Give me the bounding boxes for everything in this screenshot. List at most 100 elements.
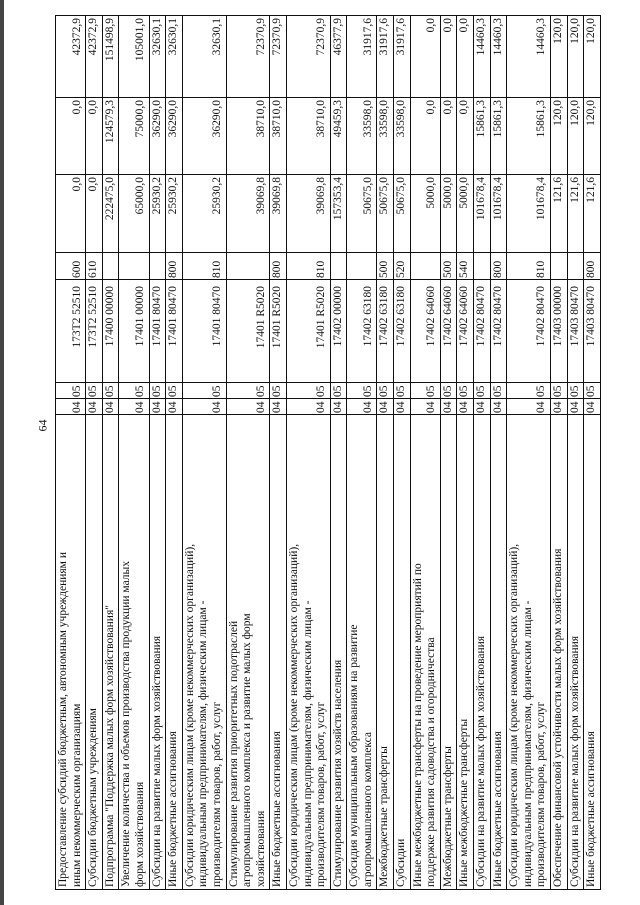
table-row: Иные бюджетные ассигнования 04 05 17401 804… — [165, 15, 183, 890]
table-row: Иные бюджетные ассигнования 04 05 17401 R50… — [269, 15, 287, 890]
section-code-cell: 04 — [410, 398, 441, 415]
amount-1-cell: 65000,0 — [118, 174, 150, 253]
amount-1-cell: 25930,2 — [165, 174, 183, 253]
section-code-cell: 04 — [490, 398, 507, 415]
subsection-code-cell: 05 — [346, 382, 377, 399]
description-cell: Стимулирование развития приоритетных под… — [226, 414, 270, 890]
budget-table: Предоставление субсидий бюджетным, автон… — [55, 15, 601, 890]
expense-type-code-cell: 810 — [506, 252, 551, 280]
description-cell: Стимулирование развития хозяйств населен… — [330, 414, 347, 890]
amount-3-cell: 14460,3 — [473, 15, 491, 98]
description-cell: Межбюджетные трансферты — [440, 414, 457, 890]
description-cell: Межбюджетные трансферты — [376, 414, 394, 890]
expense-type-code-cell: 800 — [490, 252, 507, 280]
description-cell: Иные межбюджетные трансферты на проведен… — [410, 414, 441, 890]
amount-2-cell: 75000,0 — [118, 97, 150, 175]
subsection-code-cell: 05 — [583, 382, 601, 399]
table-row: Иные межбюджетные трансферты 04 05 17402 64… — [456, 15, 474, 890]
subsection-code-cell: 05 — [286, 382, 331, 399]
table-row: Субсидии юридическим лицам (кроме некомм… — [506, 15, 551, 890]
subsection-code-cell: 05 — [85, 382, 103, 399]
amount-3-cell: 42372,9 — [55, 15, 86, 98]
description-cell: Иные межбюджетные трансферты — [456, 414, 474, 890]
amount-2-cell: 36290,0 — [149, 97, 166, 175]
target-article-code-cell: 17402 80470 — [490, 279, 507, 383]
amount-2-cell: 0,0 — [410, 97, 441, 175]
table-row: Межбюджетные трансферты 04 05 17402 64060 50… — [440, 15, 457, 890]
page-number: 64 — [35, 419, 50, 432]
description-cell: Иные бюджетные ассигнования — [269, 414, 287, 890]
target-article-code-cell: 17401 80470 — [165, 279, 183, 383]
table-row: Увеличение количества и объемов производ… — [118, 15, 150, 890]
target-article-code-cell: 17401 80470 — [182, 279, 227, 383]
description-cell: Субсидии на развитие малых форм хозяйств… — [567, 414, 584, 890]
table-row: Субсидии на развитие малых форм хозяйств… — [149, 15, 166, 890]
amount-3-cell: 151498,9 — [102, 15, 119, 98]
target-article-code-cell: 17402 63180 — [376, 279, 394, 383]
target-article-code-cell: 17402 80470 — [506, 279, 551, 383]
description-cell: Субсидии бюджетным учреждениям — [85, 414, 103, 890]
description-cell: Субсидии на развитие малых форм хозяйств… — [473, 414, 491, 890]
subsection-code-cell: 05 — [490, 382, 507, 399]
description-cell: Иные бюджетные ассигнования — [583, 414, 601, 890]
subsection-code-cell: 05 — [376, 382, 394, 399]
section-code-cell: 04 — [226, 398, 270, 415]
amount-1-cell: 0,0 — [85, 174, 103, 253]
subsection-code-cell: 05 — [149, 382, 166, 399]
amount-3-cell: 42372,9 — [85, 15, 103, 98]
target-article-code-cell: 17401 00000 — [118, 279, 150, 383]
section-code-cell: 04 — [269, 398, 287, 415]
amount-2-cell: 36290,0 — [165, 97, 183, 175]
subsection-code-cell: 05 — [165, 382, 183, 399]
budget-table-rotated: Предоставление субсидий бюджетным, автон… — [55, 15, 615, 890]
target-article-code-cell: 17402 64060 — [410, 279, 441, 383]
description-cell: Увеличение количества и объемов производ… — [118, 414, 150, 890]
expense-type-code-cell: 500 — [376, 252, 394, 280]
section-code-cell: 04 — [393, 398, 411, 415]
amount-2-cell: 0,0 — [456, 97, 474, 175]
amount-2-cell: 124579,3 — [102, 97, 119, 175]
expense-type-code-cell — [567, 252, 584, 280]
section-code-cell: 04 — [55, 398, 86, 415]
expense-type-code-cell: 500 — [440, 252, 457, 280]
expense-type-code-cell: 610 — [85, 252, 103, 280]
amount-1-cell: 25930,2 — [149, 174, 166, 253]
expense-type-code-cell — [550, 252, 568, 280]
section-code-cell: 04 — [330, 398, 347, 415]
amount-3-cell: 120,0 — [550, 15, 568, 98]
expense-type-code-cell: 800 — [269, 252, 287, 280]
table-row: Субсидия муниципальным образованиям на р… — [346, 15, 377, 890]
amount-2-cell: 38710,0 — [286, 97, 331, 175]
amount-3-cell: 31917,6 — [346, 15, 377, 98]
amount-3-cell: 72370,9 — [286, 15, 331, 98]
amount-2-cell: 38710,0 — [269, 97, 287, 175]
amount-3-cell: 0,0 — [456, 15, 474, 98]
target-article-code-cell: 173Т2 52510 — [85, 279, 103, 383]
section-code-cell: 04 — [550, 398, 568, 415]
amount-1-cell: 101678,4 — [506, 174, 551, 253]
amount-3-cell: 32630,1 — [149, 15, 166, 98]
amount-3-cell: 0,0 — [440, 15, 457, 98]
amount-3-cell: 46377,9 — [330, 15, 347, 98]
section-code-cell: 04 — [376, 398, 394, 415]
target-article-code-cell: 17402 63180 — [393, 279, 411, 383]
amount-1-cell: 121,6 — [550, 174, 568, 253]
subsection-code-cell: 05 — [55, 382, 86, 399]
section-code-cell: 04 — [440, 398, 457, 415]
description-cell: Субсидии — [393, 414, 411, 890]
section-code-cell: 04 — [149, 398, 166, 415]
target-article-code-cell: 17402 00000 — [330, 279, 347, 383]
subsection-code-cell: 05 — [102, 382, 119, 399]
section-code-cell: 04 — [85, 398, 103, 415]
expense-type-code-cell — [102, 252, 119, 280]
section-code-cell: 04 — [118, 398, 150, 415]
expense-type-code-cell: 600 — [55, 252, 86, 280]
table-row: Субсидии бюджетным учреждениям 04 05 173Т2 … — [85, 15, 103, 890]
expense-type-code-cell — [346, 252, 377, 280]
description-cell: Иные бюджетные ассигнования — [490, 414, 507, 890]
section-code-cell: 04 — [456, 398, 474, 415]
target-article-code-cell: 17403 80470 — [567, 279, 584, 383]
expense-type-code-cell — [330, 252, 347, 280]
target-article-code-cell: 17402 64060 — [440, 279, 457, 383]
amount-3-cell: 32630,1 — [165, 15, 183, 98]
